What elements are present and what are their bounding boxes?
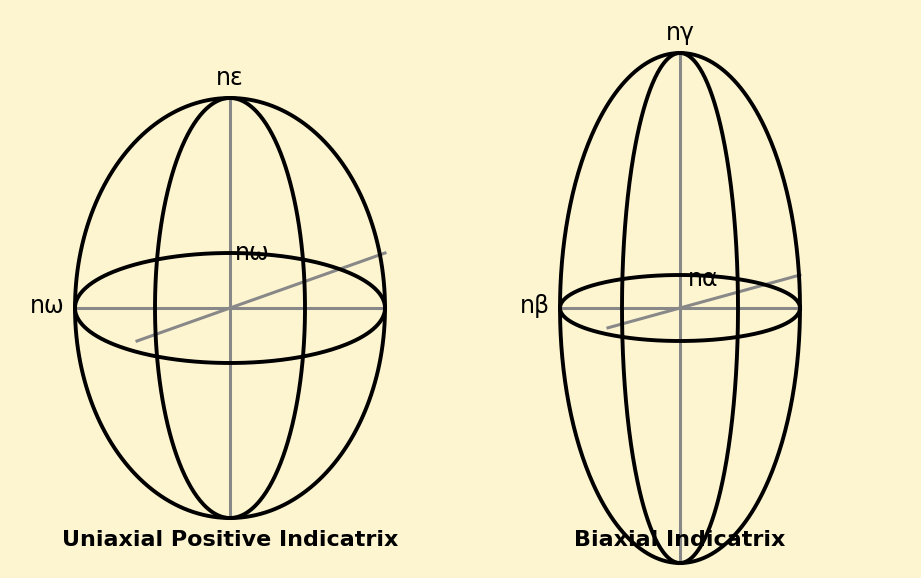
Text: nβ: nβ — [519, 294, 550, 318]
Text: nω: nω — [30, 294, 65, 318]
Text: nε: nε — [216, 66, 244, 90]
Text: Biaxial Indicatrix: Biaxial Indicatrix — [575, 530, 786, 550]
Text: nα: nα — [688, 267, 718, 291]
Text: nγ: nγ — [666, 21, 694, 45]
Text: Uniaxial Positive Indicatrix: Uniaxial Positive Indicatrix — [62, 530, 398, 550]
Text: nω: nω — [235, 241, 270, 265]
